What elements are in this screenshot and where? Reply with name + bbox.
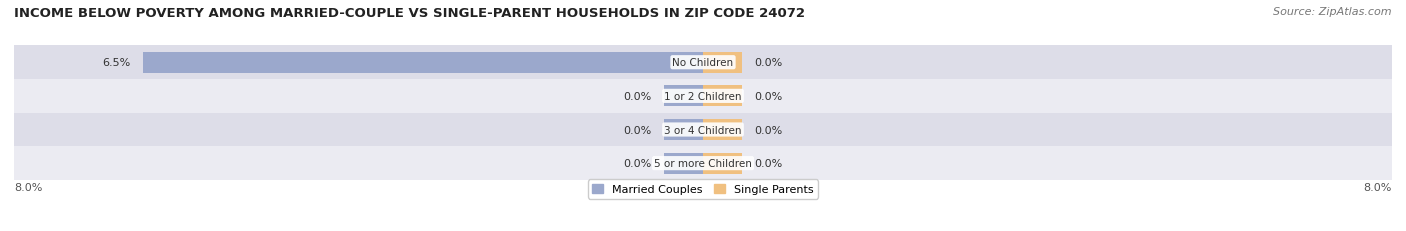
Bar (703, 53, 742, 73)
Bar (14, 80, 1392, 113)
Text: 3 or 4 Children: 3 or 4 Children (664, 125, 742, 135)
Text: INCOME BELOW POVERTY AMONG MARRIED-COUPLE VS SINGLE-PARENT HOUSEHOLDS IN ZIP COD: INCOME BELOW POVERTY AMONG MARRIED-COUPL… (14, 7, 806, 20)
Bar (664, 86, 703, 107)
Text: 0.0%: 0.0% (755, 91, 783, 101)
Bar (14, 46, 1392, 80)
Bar (703, 120, 742, 140)
Text: 0.0%: 0.0% (755, 125, 783, 135)
Text: 5 or more Children: 5 or more Children (654, 158, 752, 168)
Text: 8.0%: 8.0% (14, 182, 42, 192)
Legend: Married Couples, Single Parents: Married Couples, Single Parents (588, 179, 818, 199)
Text: Source: ZipAtlas.com: Source: ZipAtlas.com (1274, 7, 1392, 17)
Bar (664, 120, 703, 140)
Text: 0.0%: 0.0% (623, 158, 651, 168)
Text: 1 or 2 Children: 1 or 2 Children (664, 91, 742, 101)
Text: 0.0%: 0.0% (623, 125, 651, 135)
Text: 6.5%: 6.5% (103, 58, 131, 68)
Bar (703, 153, 742, 174)
Bar (143, 53, 703, 73)
Bar (14, 147, 1392, 180)
Text: 8.0%: 8.0% (1364, 182, 1392, 192)
Bar (14, 113, 1392, 147)
Text: 0.0%: 0.0% (623, 91, 651, 101)
Text: No Children: No Children (672, 58, 734, 68)
Bar (703, 86, 742, 107)
Text: 0.0%: 0.0% (755, 58, 783, 68)
Text: 0.0%: 0.0% (755, 158, 783, 168)
Bar (664, 153, 703, 174)
